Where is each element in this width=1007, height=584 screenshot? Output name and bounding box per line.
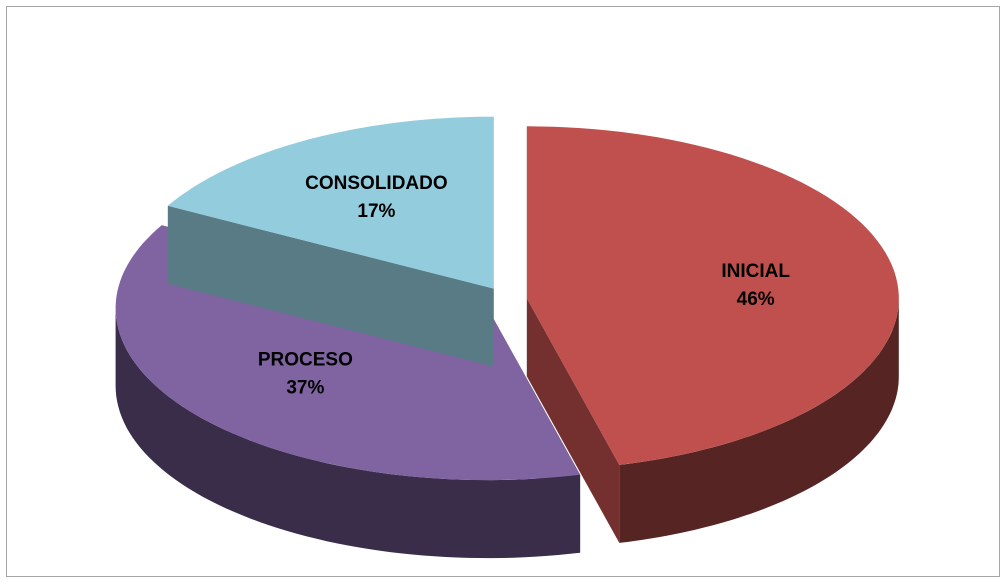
slice-label: CONSOLIDADO	[305, 173, 448, 194]
slice	[167, 116, 494, 367]
slice-wall	[619, 298, 899, 543]
slice-value-label: 46%	[737, 289, 775, 310]
slice-label: INICIAL	[721, 261, 790, 282]
slice-top	[167, 116, 494, 289]
slice	[526, 126, 899, 543]
slice-value-label: 17%	[357, 201, 395, 222]
slice-label: PROCESO	[258, 349, 353, 370]
slice-side	[526, 298, 620, 543]
slice-wall	[115, 308, 581, 559]
slice-value-label: 37%	[286, 377, 324, 398]
slice-side	[167, 205, 494, 367]
slice-top	[526, 126, 899, 465]
